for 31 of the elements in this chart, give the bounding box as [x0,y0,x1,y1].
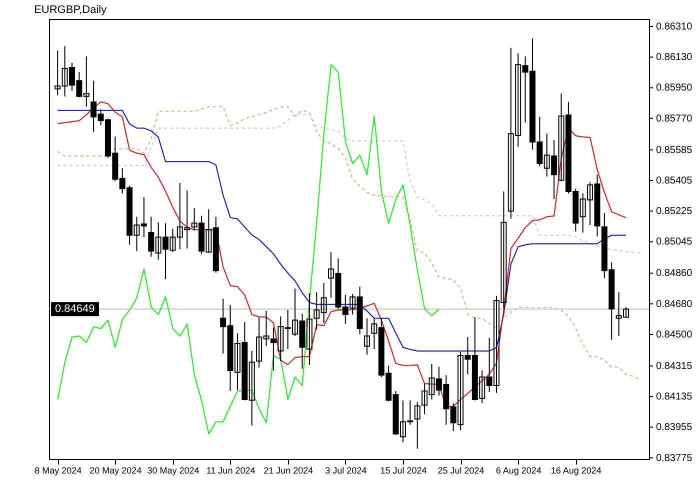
chart-title: EURGBP,Daily [34,4,108,16]
x-tick-label: 20 May 2024 [90,466,142,476]
y-tick-label: 0.84500 [656,329,693,340]
y-tick-label: 0.85225 [656,206,693,218]
x-tick-label: 21 Jun 2024 [264,466,314,476]
x-tick-label: 6 Aug 2024 [496,466,542,476]
y-tick-label: 0.85585 [656,144,693,156]
y-tick-label: 0.85405 [656,175,693,186]
x-tick-label: 8 May 2024 [34,466,82,476]
y-tick-label: 0.84860 [656,268,693,280]
x-tick-label: 11 Jun 2024 [206,466,256,476]
y-tick-label: 0.85045 [656,236,693,248]
x-tick-label: 25 Jul 2024 [438,466,484,476]
x-tick-label: 15 Jul 2024 [380,466,427,476]
y-tick-label: 0.86130 [656,52,693,64]
y-tick-label: 0.84315 [656,360,693,372]
y-tick-label: 0.83775 [656,452,693,464]
candlestick [414,402,420,450]
y-tick-label: 0.84135 [656,392,693,403]
line-series [57,114,641,254]
line-series [57,64,440,434]
x-tick-label: 3 Jul 2024 [325,466,367,476]
x-tick-label: 30 May 2024 [147,466,200,476]
y-tick-label: 0.86310 [656,21,693,32]
y-tick-label: 0.84680 [656,298,693,310]
ref-line-label: 0.84649 [55,303,95,316]
candlestick [364,318,370,356]
y-tick-label: 0.85950 [656,82,693,94]
y-tick-label: 0.83955 [656,422,693,434]
y-tick-label: 0.85770 [656,113,693,124]
x-tick-label: 16 Aug 2024 [550,466,602,476]
